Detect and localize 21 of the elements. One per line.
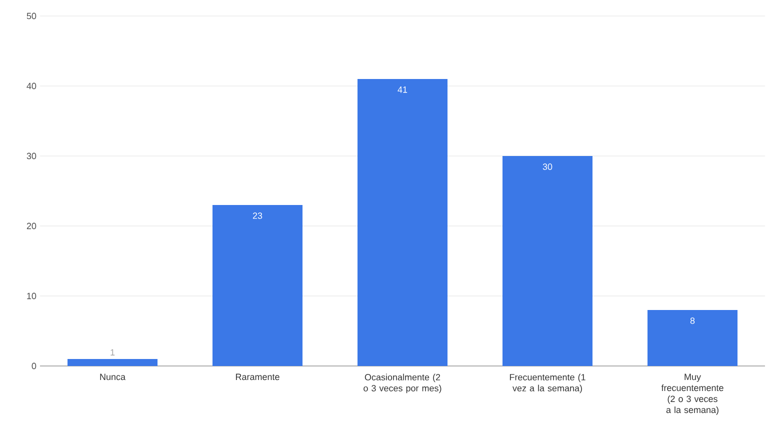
bar [502, 156, 592, 366]
x-tick-label: Raramente [236, 374, 280, 380]
y-tick-label: 10 [27, 292, 36, 300]
data-label: 1 [110, 349, 115, 356]
x-tick-label: Ocasionalmente (2 o 3 veces por mes) [364, 374, 442, 394]
x-tick-label: Muy frecuentemente (2 o 3 veces a la semana) [661, 374, 724, 415]
data-label: 30 [542, 164, 552, 170]
bar [358, 78, 448, 366]
bar [647, 310, 738, 366]
bar [212, 204, 303, 366]
y-tick-label: 50 [26, 12, 36, 20]
data-label: 23 [252, 212, 262, 219]
y-tick-label: 30 [26, 152, 36, 160]
x-tick-label: Frecuentemente (1 vez a la semana) [510, 374, 586, 394]
data-label: 8 [690, 318, 695, 324]
y-tick-label: 0 [32, 362, 36, 370]
y-tick-label: 40 [26, 82, 36, 90]
x-tick-label: Nunca [100, 374, 126, 380]
y-tick-label: 20 [26, 222, 36, 230]
bar [68, 358, 158, 366]
data-label: 41 [398, 86, 408, 93]
